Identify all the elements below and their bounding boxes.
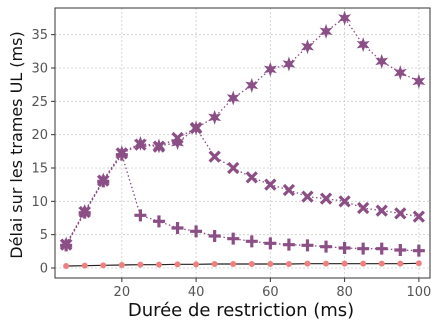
data-point-circle	[378, 260, 385, 267]
data-point-circle	[341, 260, 348, 267]
data-point-x	[375, 204, 388, 217]
data-point-circle	[81, 262, 88, 269]
series-line-circle	[66, 262, 419, 267]
data-point-plus	[245, 235, 258, 248]
data-point-x	[134, 138, 147, 151]
grid	[55, 8, 430, 278]
data-point-x	[245, 171, 258, 184]
data-point-x	[412, 210, 425, 223]
x-tick-label: 20	[114, 285, 131, 300]
data-point-plus	[152, 215, 165, 228]
data-point-circle	[285, 261, 292, 267]
y-tick-label: 35	[31, 28, 48, 43]
data-point-plus	[227, 232, 240, 245]
x-tick-label: 60	[262, 285, 279, 300]
plot-frame	[54, 7, 431, 279]
data-point-star	[208, 109, 222, 125]
data-point-circle	[211, 261, 218, 267]
data-point-star	[300, 39, 314, 55]
data-point-circle	[174, 261, 181, 268]
data-point-star	[263, 61, 277, 77]
series-x	[60, 121, 425, 251]
series-line-star	[65, 17, 420, 245]
data-point-x	[338, 195, 351, 208]
data-point-x	[394, 207, 407, 220]
data-point-circle	[304, 260, 311, 267]
data-point-circle	[267, 261, 274, 267]
data-point-plus	[115, 148, 128, 161]
data-point-plus	[134, 209, 147, 222]
data-point-plus	[320, 240, 333, 253]
data-point-circle	[323, 260, 330, 267]
data-point-x	[301, 190, 314, 203]
data-point-plus	[301, 239, 314, 252]
data-point-x	[282, 183, 296, 197]
data-point-x	[171, 131, 184, 145]
data-point-circle	[415, 260, 422, 267]
data-point-x	[208, 150, 221, 163]
data-point-star	[319, 23, 333, 39]
y-axis-title: Délai sur les trames UL (ms)	[7, 31, 26, 258]
series-layer	[59, 10, 426, 269]
data-point-star	[393, 65, 407, 81]
y-tick-label: 0	[40, 262, 48, 277]
data-point-plus	[412, 244, 425, 257]
y-tick-label: 10	[31, 195, 48, 210]
data-point-star	[375, 53, 389, 69]
y-tick-label: 20	[31, 128, 48, 143]
y-tick-label: 25	[31, 95, 48, 110]
data-point-plus	[60, 239, 73, 252]
data-point-circle	[360, 260, 367, 267]
tick-labels: 0 5 10 15 20 25 30 35 20 40 60 80 100	[31, 28, 431, 300]
data-point-x	[264, 178, 277, 191]
data-point-x	[227, 161, 240, 175]
data-point-plus	[394, 244, 407, 256]
data-point-star	[245, 77, 259, 93]
data-point-circle	[230, 261, 237, 267]
data-point-x	[319, 192, 333, 205]
data-point-circle	[137, 261, 144, 268]
data-point-circle	[100, 262, 107, 269]
data-point-plus	[171, 222, 184, 234]
data-point-plus	[375, 242, 388, 255]
x-tick-label: 100	[406, 285, 431, 300]
x-tick-label: 40	[188, 285, 205, 300]
data-point-plus	[282, 238, 295, 251]
data-point-x	[152, 140, 166, 153]
series-plus	[60, 148, 425, 257]
y-tick-label: 5	[40, 228, 48, 243]
data-point-circle	[63, 263, 70, 269]
data-point-star	[412, 73, 426, 89]
data-point-x	[189, 121, 203, 135]
data-point-plus	[78, 206, 91, 219]
data-point-star	[226, 90, 240, 106]
x-tick-label: 80	[336, 285, 353, 300]
data-point-circle	[397, 260, 404, 267]
data-point-star	[338, 10, 352, 26]
y-tick-label: 15	[31, 162, 48, 177]
series-circle	[63, 260, 422, 269]
data-point-plus	[208, 230, 221, 242]
data-point-circle	[155, 261, 162, 268]
data-point-x	[357, 201, 370, 215]
data-point-plus	[190, 225, 203, 238]
data-point-plus	[97, 175, 110, 188]
data-point-star	[171, 135, 185, 151]
data-point-plus	[264, 237, 277, 250]
y-tick-label: 30	[31, 62, 48, 77]
data-point-circle	[118, 262, 125, 268]
data-point-plus	[357, 242, 370, 255]
x-axis-title: Durée de restriction (ms)	[128, 300, 354, 321]
data-point-star	[282, 56, 296, 72]
data-point-star	[356, 37, 370, 53]
data-point-plus	[338, 242, 351, 254]
data-point-circle	[248, 261, 255, 267]
data-point-circle	[193, 261, 200, 268]
